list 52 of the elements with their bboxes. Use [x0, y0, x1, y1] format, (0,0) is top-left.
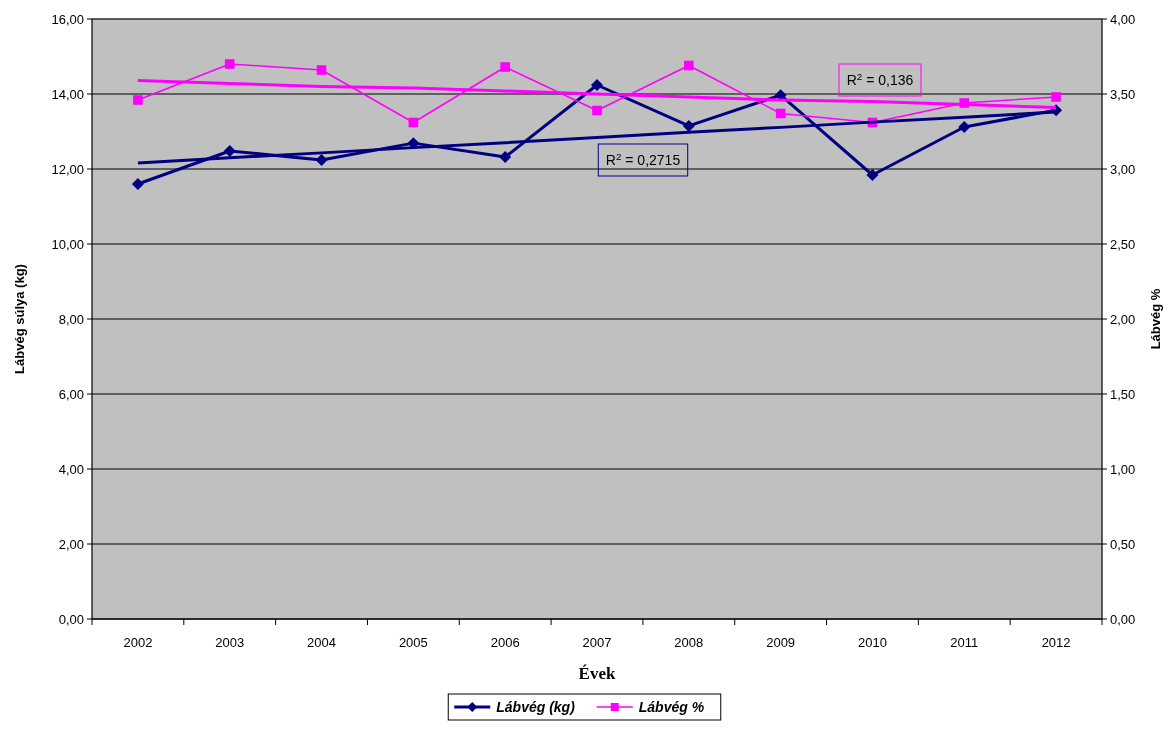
- y2-axis-title: Lábvég %: [1148, 288, 1163, 350]
- legend-label: Lábvég (kg): [496, 698, 576, 715]
- point: [133, 95, 143, 105]
- y-tick-label: 2,00: [58, 536, 84, 552]
- y-tick-label: 10,00: [51, 236, 84, 252]
- y2-tick-label: 3,00: [1110, 161, 1136, 177]
- point: [682, 119, 695, 132]
- x-tick-label: 2002: [123, 635, 153, 650]
- point: [591, 79, 603, 91]
- point: [224, 59, 235, 69]
- x-tick-label: 2012: [1041, 635, 1071, 650]
- y-tick-label: 14,00: [51, 86, 84, 102]
- point: [500, 62, 510, 72]
- point: [315, 154, 328, 166]
- y2-tick-label: 2,50: [1110, 236, 1136, 252]
- point: [131, 178, 144, 190]
- y2-tick-label: 0,00: [1110, 611, 1136, 627]
- point: [866, 169, 879, 181]
- x-tick-label: 2011: [950, 635, 979, 650]
- x-tick-label: 2004: [307, 635, 337, 650]
- y-tick-label: 12,00: [51, 161, 84, 177]
- y-tick-label: 8,00: [58, 311, 84, 327]
- y-tick-label: 0,00: [58, 611, 84, 627]
- point: [223, 145, 236, 157]
- point: [774, 89, 787, 102]
- y2-tick-label: 1,50: [1110, 386, 1136, 402]
- y2-tick-label: 2,00: [1110, 311, 1136, 327]
- annotation: R$^{2}$ = 0,136: [846, 70, 914, 88]
- y2-tick-label: 3,50: [1110, 86, 1136, 102]
- point: [684, 60, 694, 71]
- legend-label: Lábvég %: [638, 698, 705, 715]
- x-tick-label: 2008: [674, 635, 704, 650]
- y-tick-label: 16,00: [51, 11, 84, 27]
- x-axis-title: Évek: [578, 664, 616, 683]
- x-tick-label: 2005: [398, 635, 428, 650]
- point: [499, 151, 512, 163]
- x-tick-label: 2003: [215, 635, 245, 650]
- x-tick-label: 2009: [766, 635, 796, 650]
- y-axis-title: Lábvég súlya (kg): [12, 264, 27, 374]
- y2-tick-label: 0,50: [1110, 536, 1136, 552]
- point: [316, 65, 327, 75]
- y2-tick-label: 1,00: [1110, 461, 1136, 477]
- x-tick-label: 2007: [582, 635, 612, 650]
- x-tick-label: 2010: [857, 635, 887, 650]
- point: [592, 105, 602, 116]
- annotation: R$^{2}$ = 0,2715: [605, 150, 681, 168]
- y2-tick-label: 4,00: [1110, 11, 1136, 27]
- y-tick-label: 6,00: [58, 386, 84, 402]
- point: [958, 121, 971, 133]
- point: [1051, 92, 1061, 102]
- y-tick-label: 4,00: [58, 461, 84, 477]
- x-tick-label: 2006: [490, 635, 520, 650]
